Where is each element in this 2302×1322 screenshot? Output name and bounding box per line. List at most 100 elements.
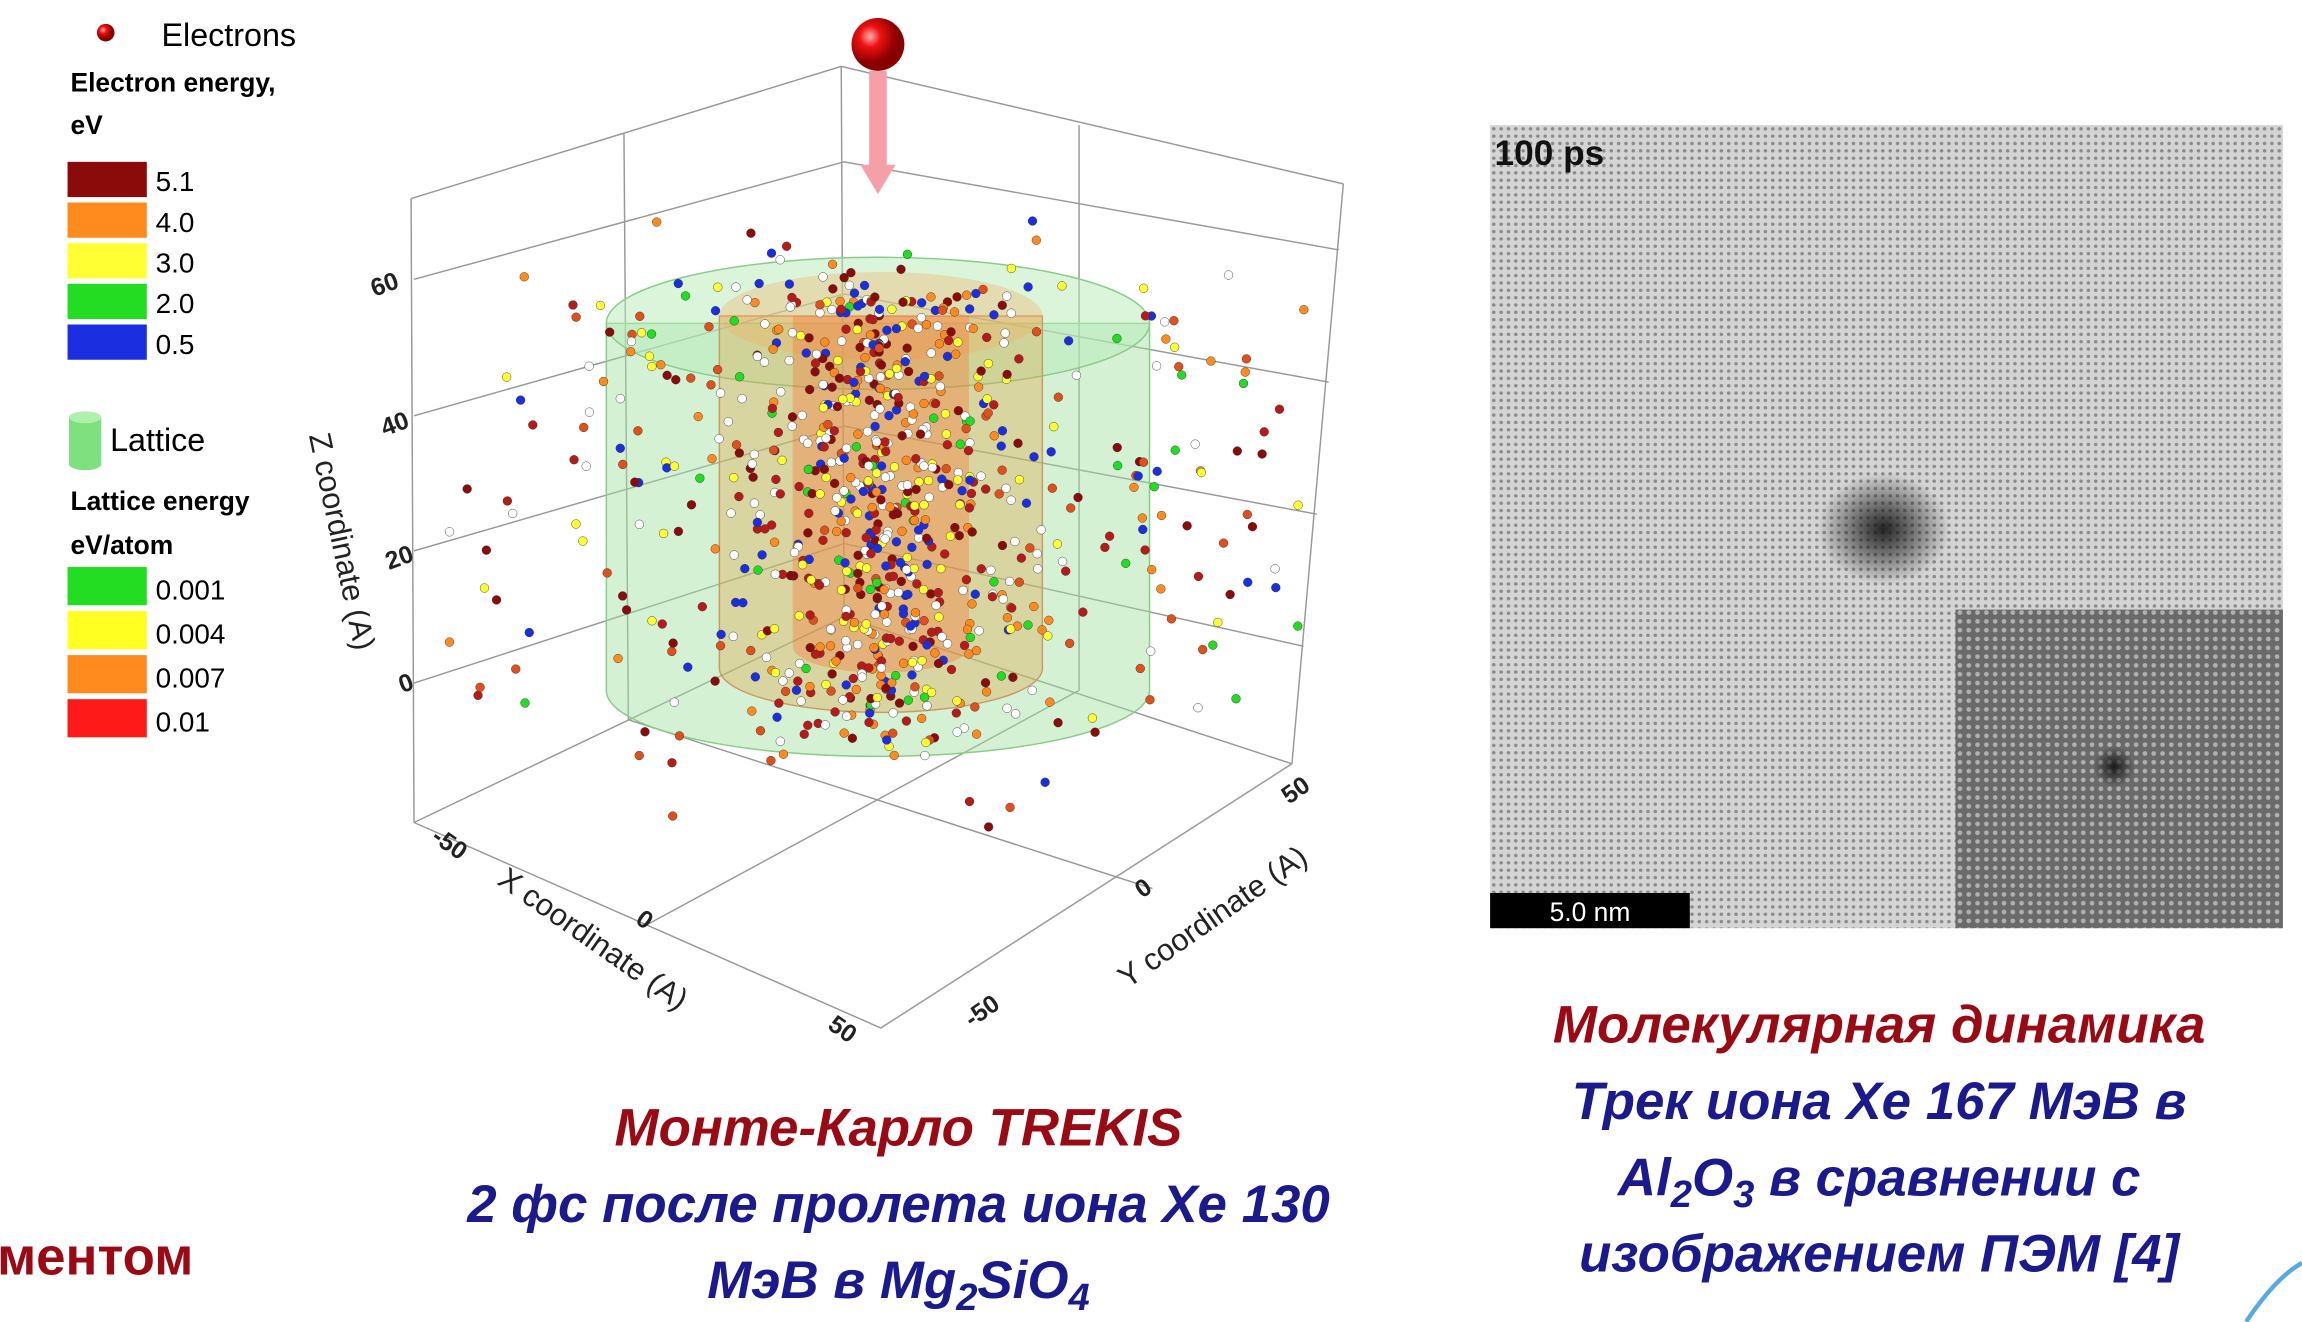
electron-dot [667, 647, 676, 656]
electron-dot [850, 618, 859, 627]
legend: Electrons Electron energy, eV 5.14.03.02… [68, 17, 297, 738]
electron-dot [767, 756, 776, 765]
electron-dot [802, 664, 811, 673]
electron-dot [998, 466, 1007, 475]
electron-dot [863, 427, 872, 436]
electron-dot [826, 625, 835, 634]
electron-dot [774, 699, 783, 708]
electron-dot [687, 500, 696, 509]
electron-dot [681, 291, 690, 300]
page: Electrons Electron energy, eV 5.14.03.02… [0, 0, 2302, 1322]
electron-dot [962, 291, 971, 300]
electron-dot [724, 417, 733, 426]
electron-dot [1299, 305, 1308, 314]
electron-dot [1169, 316, 1178, 325]
electron-dot [842, 712, 851, 721]
electron-dot [852, 685, 861, 694]
electron-dot [862, 533, 871, 542]
electron-dot [934, 613, 943, 622]
electron-dot [938, 306, 947, 315]
electron-dot [1041, 778, 1050, 787]
electron-dot [917, 313, 926, 322]
electron-dot [902, 565, 911, 574]
electron-dot [869, 315, 878, 324]
electron-dot [881, 562, 890, 571]
caption-line: изображением ПЭМ [4] [1579, 1225, 2182, 1284]
electron-dot [892, 324, 901, 333]
electron-dot [953, 476, 962, 485]
electron-dot [835, 374, 844, 383]
electron-dot [909, 642, 918, 651]
caption-line: Al2O3 в сравнении с [1616, 1148, 2141, 1216]
electron-dot [1002, 292, 1011, 301]
electron-dot [828, 284, 837, 293]
electron-dot [925, 493, 934, 502]
electron-dot [924, 476, 933, 485]
x-tick: -50 [427, 822, 473, 866]
legend-swatch [68, 699, 147, 737]
electron-dot [674, 279, 683, 288]
electron-dot [747, 707, 756, 716]
electron-dot [635, 751, 644, 760]
electron-dot [760, 320, 769, 329]
electron-dot [1206, 357, 1215, 366]
electron-dot [876, 373, 885, 382]
electron-dot [995, 490, 1004, 499]
electron-dot [892, 537, 901, 546]
electron-dot [920, 693, 929, 702]
electron-dot [776, 255, 785, 264]
electron-dot [865, 718, 874, 727]
electron-dot [877, 602, 886, 611]
electron-dot [1260, 427, 1269, 436]
electron-dot [864, 477, 873, 486]
electron-dot [662, 463, 671, 472]
electron-dot [833, 402, 842, 411]
electron-dot [942, 464, 951, 473]
legend-title: eV/atom [70, 530, 173, 560]
x-axis-label: X coordinate (A) [492, 860, 695, 1016]
electron-dot [911, 682, 920, 691]
electron-dot [806, 682, 815, 691]
electron-dot [753, 518, 762, 527]
electron-dot [866, 549, 875, 558]
electron-dot [1160, 317, 1169, 326]
electron-dot [463, 485, 472, 494]
electron-dot [997, 442, 1006, 451]
y-axis-label: Y coordinate (A) [1111, 839, 1313, 995]
electron-dot [877, 663, 886, 672]
electron-dot [953, 697, 962, 706]
electron-dot [787, 293, 796, 302]
electron-dot [819, 380, 828, 389]
electron-dot [822, 434, 831, 443]
electron-dot [816, 300, 825, 309]
electron-dot [751, 672, 760, 681]
electron-dot [922, 534, 931, 543]
electron-dot [798, 411, 807, 420]
legend-label: 0.001 [156, 574, 226, 605]
electron-dot [614, 654, 623, 663]
electron-dot [937, 564, 946, 573]
electron-dot [943, 639, 952, 648]
electron-dot [959, 586, 968, 595]
electron-dot [848, 734, 857, 743]
electron-dot [785, 669, 794, 678]
electron-dot [1141, 311, 1150, 320]
electron-dot [730, 551, 739, 560]
electron-dot [1191, 440, 1200, 449]
electron-dot [872, 487, 881, 496]
electron-dot [871, 610, 880, 619]
electron-dot [735, 449, 744, 458]
electron-dot [929, 414, 938, 423]
legend-label: 5.1 [156, 166, 195, 197]
electron-dot [508, 509, 517, 518]
electron-dot [981, 678, 990, 687]
electron-dot [572, 520, 581, 529]
electron-dot [1024, 283, 1033, 292]
electron-dot [988, 592, 997, 601]
electron-dot [882, 618, 891, 627]
electron-dot [832, 493, 841, 502]
electron-dot [853, 640, 862, 649]
electron-dot [842, 528, 851, 537]
electron-dot [831, 708, 840, 717]
electron-dot [849, 378, 858, 387]
